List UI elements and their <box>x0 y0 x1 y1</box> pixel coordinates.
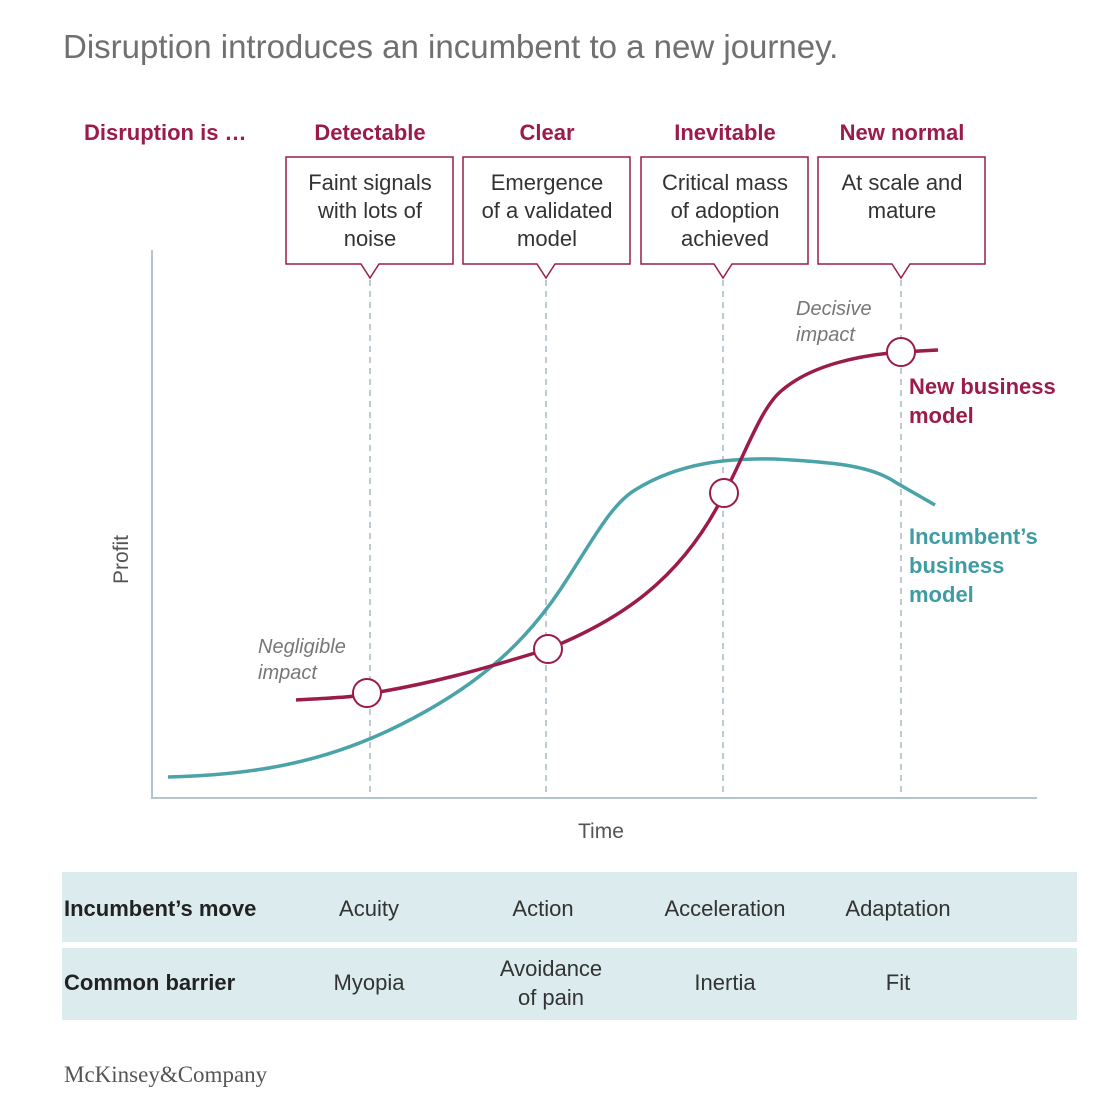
callout-text-clear: Emergence of a validated model <box>463 157 631 265</box>
note-line: impact <box>796 324 855 346</box>
table-row-common-barrier: Common barrier Myopia Avoidance of pain … <box>62 948 1077 1020</box>
cell-line: Adaptation <box>845 896 951 921</box>
marker-decisive <box>886 337 916 367</box>
table-cell: Myopia <box>279 968 459 997</box>
callout-line: noise <box>343 226 397 251</box>
series-label-line: Incumbent’s <box>909 524 1038 549</box>
y-axis-label: Profit <box>110 534 133 584</box>
table-row-incumbent-move: Incumbent’s move Acuity Action Accelerat… <box>62 872 1077 942</box>
x-axis-label: Time <box>578 820 624 843</box>
callout-line: with lots of <box>318 198 422 223</box>
stage-label-detectable: Detectable <box>314 120 426 145</box>
row-head: Common barrier <box>64 970 236 995</box>
series-label-line: model <box>909 582 974 607</box>
callout-text-new-normal: At scale and mature <box>818 157 986 265</box>
marker-clear <box>533 634 563 664</box>
page-title: Disruption introduces an incumbent to a … <box>63 28 839 65</box>
stages-heading: Disruption is … <box>84 120 247 145</box>
callout-line: of a validated <box>481 198 613 223</box>
table-cell: Avoidance of pain <box>461 954 641 1012</box>
callout-text-detectable: Faint signals with lots of noise <box>286 157 454 265</box>
cell-line: Avoidance <box>499 956 603 981</box>
callout-line: Faint signals <box>308 170 432 195</box>
incumbent-model-label: Incumbent’s business model <box>909 522 1038 609</box>
callout-line: achieved <box>680 226 770 251</box>
table-cell: Inertia <box>635 968 815 997</box>
note-line: Decisive <box>796 298 872 320</box>
table-cell: Adaptation <box>808 894 988 923</box>
table-cell: Fit <box>808 968 988 997</box>
table-cell: Action <box>453 894 633 923</box>
new-model-curve <box>295 348 939 702</box>
callout-box-new-normal <box>817 156 986 280</box>
row-head: Incumbent’s move <box>64 896 257 921</box>
callout-line: At scale and <box>841 170 963 195</box>
incumbent-curve <box>167 457 936 779</box>
decisive-impact-note: Decisive impact <box>796 296 872 348</box>
cell-line: Inertia <box>694 970 756 995</box>
brand-logo: McKinsey&Company <box>64 1062 268 1087</box>
stage-label-clear: Clear <box>519 120 575 145</box>
cell-line: Fit <box>885 970 911 995</box>
callout-line: Emergence <box>490 170 604 195</box>
table-cell: Acceleration <box>635 894 815 923</box>
cell-line: Acuity <box>339 896 399 921</box>
callout-line: Critical mass <box>662 170 788 195</box>
callout-box-clear <box>462 156 631 280</box>
negligible-impact-note: Negligible impact <box>258 634 346 686</box>
callout-box-inevitable <box>640 156 809 280</box>
callout-line: model <box>517 226 577 251</box>
marker-negligible <box>352 678 382 708</box>
table-cell: Acuity <box>279 894 459 923</box>
cell-line: Acceleration <box>664 896 786 921</box>
new-model-label: New business model <box>909 372 1056 430</box>
series-label-line: New business <box>909 374 1056 399</box>
cell-line: Myopia <box>333 970 405 995</box>
note-line: impact <box>258 662 317 684</box>
note-line: Negligible <box>258 636 346 658</box>
callout-line: mature <box>867 198 937 223</box>
stage-label-inevitable: Inevitable <box>674 120 776 145</box>
callout-box-detectable <box>285 156 454 280</box>
series-label-line: business <box>909 553 1005 578</box>
callout-text-inevitable: Critical mass of adoption achieved <box>641 157 809 265</box>
cell-line: Action <box>512 896 574 921</box>
callout-line: of adoption <box>670 198 780 223</box>
stage-label-new-normal: New normal <box>839 120 965 145</box>
cell-line: of pain <box>517 985 585 1010</box>
marker-inevitable <box>709 478 739 508</box>
series-label-line: model <box>909 403 974 428</box>
